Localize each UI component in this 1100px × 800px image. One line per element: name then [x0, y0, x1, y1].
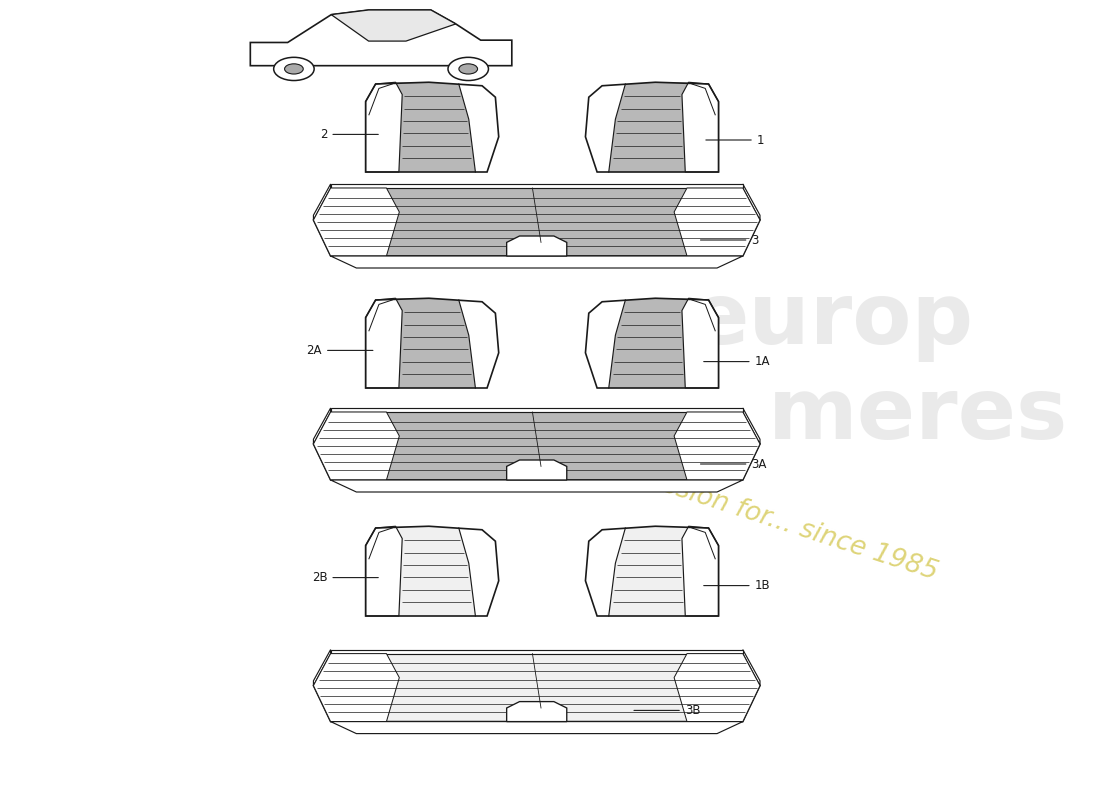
Polygon shape — [396, 82, 475, 172]
Ellipse shape — [448, 58, 488, 81]
Polygon shape — [507, 236, 566, 256]
Polygon shape — [331, 256, 742, 268]
Text: 1B: 1B — [704, 579, 770, 592]
Text: 2A: 2A — [307, 344, 373, 357]
Ellipse shape — [285, 64, 304, 74]
Polygon shape — [459, 528, 498, 616]
Text: meres: meres — [768, 374, 1068, 458]
Text: 2B: 2B — [311, 571, 378, 584]
Polygon shape — [314, 412, 399, 480]
Polygon shape — [585, 84, 626, 172]
Text: 1A: 1A — [704, 355, 770, 368]
Text: a passion for... since 1985: a passion for... since 1985 — [605, 454, 940, 586]
Polygon shape — [585, 300, 626, 388]
Text: 3A: 3A — [701, 458, 767, 470]
Polygon shape — [331, 408, 742, 412]
Polygon shape — [608, 82, 689, 172]
Polygon shape — [314, 412, 760, 480]
Polygon shape — [314, 654, 399, 722]
Polygon shape — [608, 526, 689, 616]
Polygon shape — [682, 526, 718, 616]
Polygon shape — [251, 10, 512, 66]
Polygon shape — [507, 460, 566, 480]
Polygon shape — [396, 298, 475, 388]
Polygon shape — [585, 528, 626, 616]
Text: 2: 2 — [320, 128, 378, 141]
Polygon shape — [608, 298, 689, 388]
Polygon shape — [331, 10, 455, 41]
Polygon shape — [314, 408, 331, 444]
Polygon shape — [396, 526, 475, 616]
Polygon shape — [331, 184, 742, 188]
Polygon shape — [682, 82, 718, 172]
Polygon shape — [459, 84, 498, 172]
Polygon shape — [331, 722, 742, 734]
Polygon shape — [331, 650, 742, 654]
Polygon shape — [314, 188, 399, 256]
Polygon shape — [314, 654, 760, 722]
Ellipse shape — [274, 58, 315, 81]
Polygon shape — [314, 188, 760, 256]
Polygon shape — [365, 298, 403, 388]
Polygon shape — [674, 188, 760, 256]
Polygon shape — [314, 650, 331, 686]
Text: 3: 3 — [701, 234, 759, 246]
Polygon shape — [742, 650, 760, 686]
Polygon shape — [459, 300, 498, 388]
Text: 1: 1 — [706, 134, 764, 146]
Polygon shape — [507, 702, 566, 722]
Polygon shape — [742, 408, 760, 444]
Text: 3B: 3B — [634, 704, 701, 717]
Polygon shape — [314, 184, 331, 220]
Ellipse shape — [459, 64, 477, 74]
Polygon shape — [331, 480, 742, 492]
Polygon shape — [674, 412, 760, 480]
Polygon shape — [365, 526, 403, 616]
Text: europ: europ — [691, 278, 974, 362]
Polygon shape — [682, 298, 718, 388]
Polygon shape — [742, 184, 760, 220]
Polygon shape — [365, 82, 403, 172]
Polygon shape — [674, 654, 760, 722]
